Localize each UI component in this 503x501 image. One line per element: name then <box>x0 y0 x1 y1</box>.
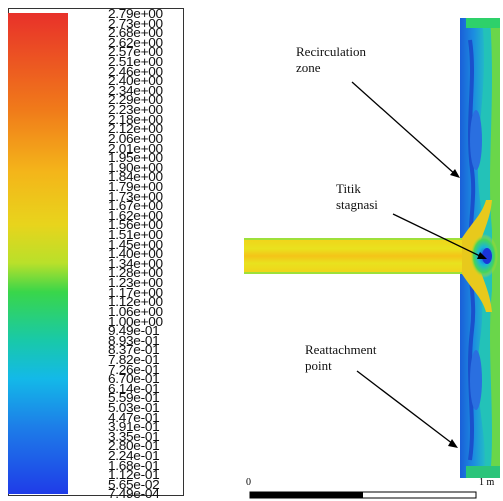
colorbar-tick-label: 1.84e+00 <box>108 169 163 185</box>
colorbar-tick-label: 1.62e+00 <box>108 207 163 223</box>
colorbar-tick-label: 7.26e-01 <box>108 361 160 377</box>
colorbar-tick-labels: 2.79e+00 2.73e+00 2.68e+00 2.62e+00 2.57e+00… <box>108 7 198 500</box>
colorbar-tick-label: 2.46e+00 <box>108 63 163 79</box>
colorbar-tick-label: 1.23e+00 <box>108 275 163 291</box>
arrow-stagnation <box>392 213 483 258</box>
annotation-arrows <box>351 81 487 448</box>
colorbar-tick-label: 1.06e+00 <box>108 303 163 319</box>
scale-label-zero: 0 <box>246 477 251 488</box>
colorbar-tick-label: 6.14e-01 <box>108 380 160 396</box>
colorbar-tick-label: 1.79e+00 <box>108 178 163 194</box>
arrow-recirculation <box>351 81 457 176</box>
colorbar-tick-label: 2.62e+00 <box>108 34 163 50</box>
colorbar-tick-label: 1.28e+00 <box>108 265 163 281</box>
colorbar-tick-label: 2.18e+00 <box>108 111 163 127</box>
scale-bar <box>249 491 477 499</box>
colorbar-tick-label: 1.00e+00 <box>108 313 163 329</box>
label-recirculation-zone: Recirculation zone <box>296 44 367 75</box>
colorbar-tick-label: 7.82e-01 <box>108 351 160 367</box>
colorbar-tick-label: 1.73e+00 <box>108 188 163 204</box>
colorbar-tick-label: 2.68e+00 <box>108 25 163 41</box>
colorbar-tick-label: 1.67e+00 <box>108 198 163 214</box>
colorbar-tick-label: 1.56e+00 <box>108 217 163 233</box>
label-stagnation-point: Titik stagnasi <box>336 181 378 212</box>
colorbar-tick-label: 2.34e+00 <box>108 82 163 98</box>
colorbar-tick-label: 1.68e-01 <box>108 457 160 473</box>
colorbar-tick-label: 2.80e-01 <box>108 438 160 454</box>
colorbar-tick-label: 3.91e-01 <box>108 419 160 435</box>
colorbar-tick-label: 2.29e+00 <box>108 92 163 108</box>
colorbar-tick-label: 1.90e+00 <box>108 159 163 175</box>
label-reattachment-point: Reattachment point <box>305 342 377 373</box>
colorbar-tick-label: 8.93e-01 <box>108 332 160 348</box>
colorbar-tick-label: 5.59e-01 <box>108 390 160 406</box>
arrow-reattachment <box>356 370 454 445</box>
colorbar-tick-label: 1.12e+00 <box>108 294 163 310</box>
colorbar-tick-label: 2.51e+00 <box>108 54 163 70</box>
colorbar-tick-label: 5.03e-01 <box>108 399 160 415</box>
colorbar-tick-label: 3.35e-01 <box>108 428 160 444</box>
colorbar-tick-label: 1.34e+00 <box>108 255 163 271</box>
colorbar-tick-label: 2.06e+00 <box>108 130 163 146</box>
colorbar-tick-label: 2.40e+00 <box>108 73 163 89</box>
colorbar-tick-label: 7.49e-04 <box>108 486 160 501</box>
colorbar-tick-label: 1.51e+00 <box>108 227 163 243</box>
colorbar-tick-label: 1.45e+00 <box>108 236 163 252</box>
colorbar-tick-label: 2.01e+00 <box>108 140 163 156</box>
colorbar-tick-label: 5.65e-02 <box>108 476 160 492</box>
colorbar-tick-label: 4.47e-01 <box>108 409 160 425</box>
colorbar-tick-label: 2.12e+00 <box>108 121 163 137</box>
colorbar-tick-label: 1.12e-01 <box>108 467 160 483</box>
scale-label-end: 1 m <box>479 477 495 488</box>
colorbar-tick-label: 8.37e-01 <box>108 342 160 358</box>
colorbar-tick-label: 1.40e+00 <box>108 246 163 262</box>
colorbar-tick-label: 1.95e+00 <box>108 150 163 166</box>
colorbar-tick-label: 2.73e+00 <box>108 15 163 31</box>
colorbar-tick-label: 2.57e+00 <box>108 44 163 60</box>
inlet-jet <box>244 200 498 312</box>
colorbar-tick-label: 2.23e+00 <box>108 102 163 118</box>
colorbar-tick-label: 1.17e+00 <box>108 284 163 300</box>
colorbar-tick-label: 2.24e-01 <box>108 448 160 464</box>
colorbar-tick-label: 9.49e-01 <box>108 323 160 339</box>
colorbar-tick-label: 6.70e-01 <box>108 371 160 387</box>
colorbar-tick-label: 2.79e+00 <box>108 6 163 21</box>
colorbar-gradient <box>8 13 68 494</box>
